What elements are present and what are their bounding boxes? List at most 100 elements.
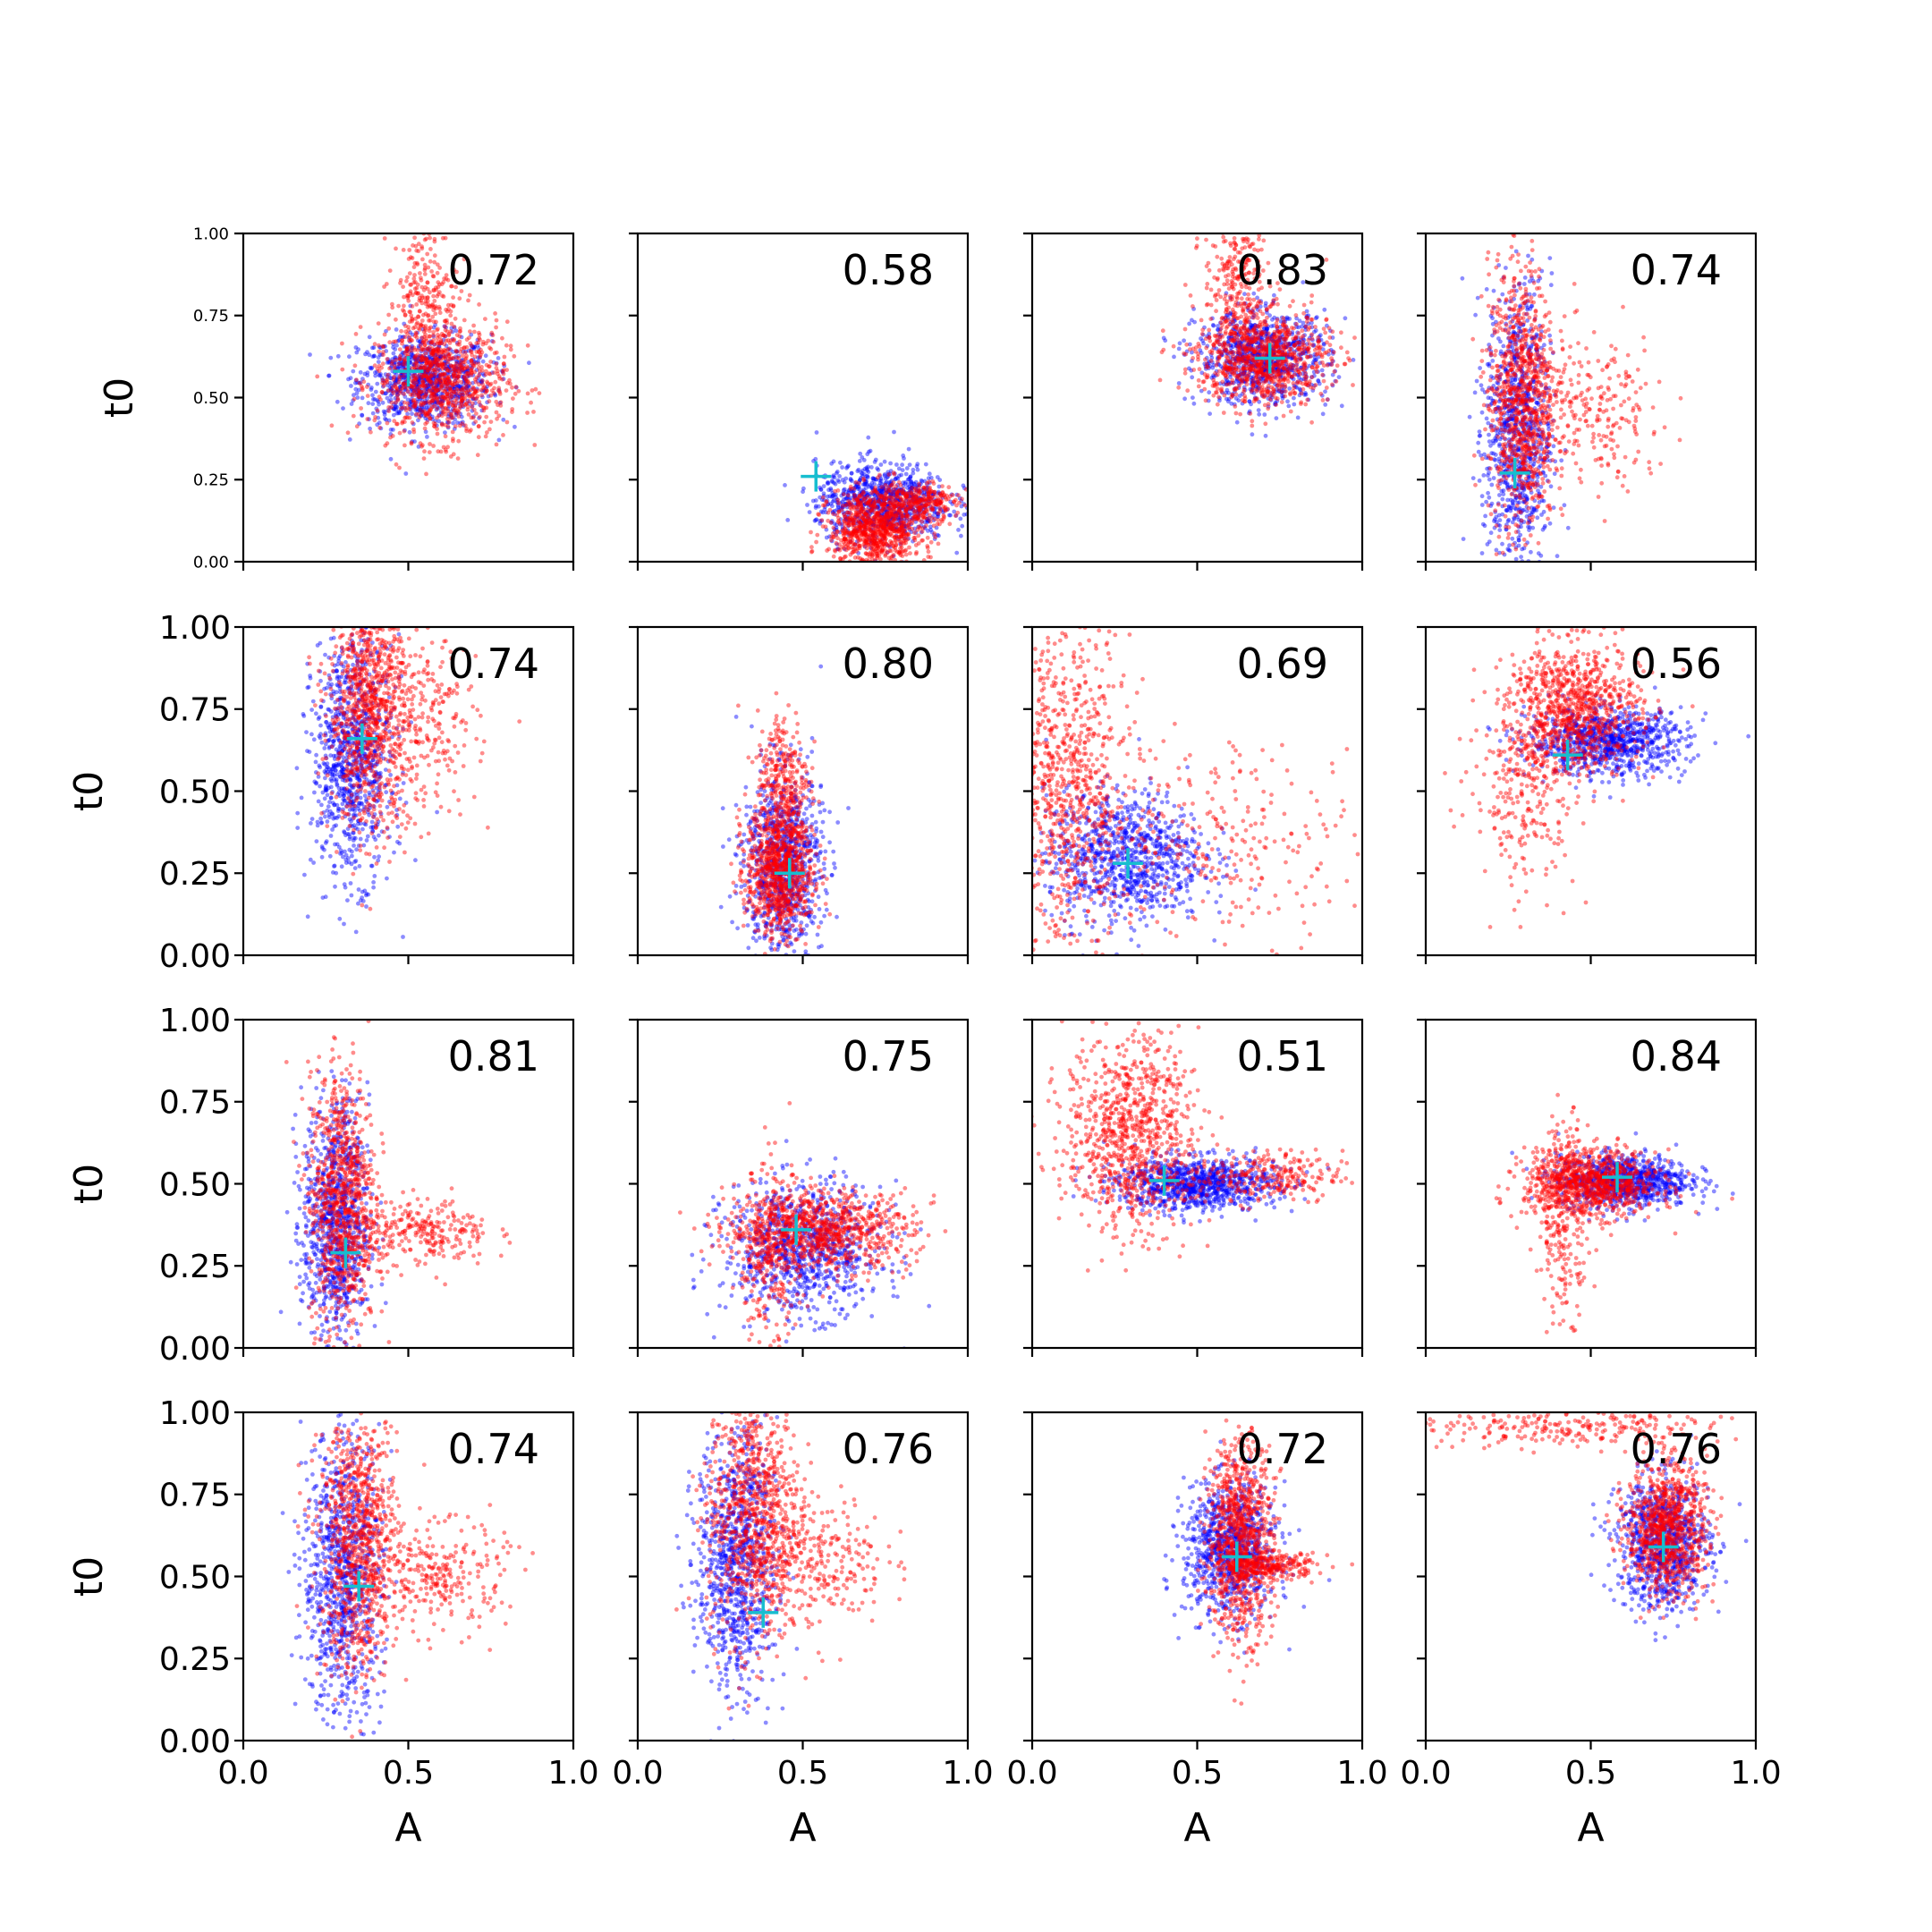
y-tick-label: 0.50: [193, 389, 229, 408]
red-series-point: [454, 333, 460, 337]
red-series-point: [428, 373, 434, 378]
blue-series-point: [882, 472, 887, 477]
blue-series-point: [354, 350, 360, 355]
red-series-tail-point: [427, 318, 431, 323]
blue-series-point: [428, 376, 433, 381]
blue-series-point: [843, 517, 848, 521]
red-series-point: [857, 544, 862, 549]
red-series-point: [411, 379, 416, 385]
red-series-point: [443, 434, 448, 439]
red-series-tail-point: [451, 364, 456, 369]
red-series-point: [427, 399, 431, 404]
red-series-point: [465, 378, 470, 384]
blue-series-point: [911, 495, 916, 500]
blue-series-point: [459, 360, 463, 366]
blue-series-point: [925, 520, 930, 525]
red-series-point: [435, 341, 440, 346]
blue-series-point: [388, 394, 394, 398]
red-series-point: [491, 391, 496, 395]
red-series-point: [438, 352, 444, 357]
blue-series-point: [472, 344, 477, 349]
red-series-point: [474, 350, 479, 354]
red-series-point: [525, 411, 530, 415]
blue-series-point: [452, 384, 457, 389]
blue-series-point: [857, 459, 862, 463]
red-series-tail-point: [398, 277, 403, 283]
blue-series-point: [911, 498, 916, 503]
red-series-point: [405, 405, 410, 411]
red-series-point: [390, 359, 395, 364]
blue-series-point: [862, 479, 868, 484]
red-series-point: [422, 343, 428, 347]
blue-series-point: [831, 473, 836, 478]
blue-series-point: [924, 517, 929, 521]
blue-series-point: [437, 354, 443, 360]
blue-series-point: [445, 381, 450, 386]
red-series-tail-point: [427, 361, 431, 367]
blue-series-point: [351, 369, 356, 374]
red-series-tail-point: [406, 325, 411, 329]
blue-series-point: [889, 494, 894, 499]
red-series-point: [410, 393, 415, 397]
blue-series-point: [399, 352, 403, 358]
red-series-point: [394, 462, 399, 467]
red-series-point: [863, 551, 869, 555]
red-series-point: [432, 367, 437, 372]
blue-series-point: [886, 485, 891, 490]
red-series-tail-point: [904, 494, 910, 498]
red-series-point: [484, 362, 489, 368]
red-series-point: [443, 372, 447, 377]
red-series-point: [472, 360, 478, 366]
red-series-point: [462, 396, 468, 402]
blue-series-point: [888, 461, 893, 466]
blue-series-point: [439, 341, 445, 346]
blue-series-point: [1314, 315, 1319, 319]
red-series-tail-point: [425, 295, 430, 301]
red-series-point: [394, 421, 400, 427]
blue-series-point: [417, 394, 422, 400]
red-series-point: [441, 380, 445, 386]
blue-series-point: [454, 360, 460, 364]
blue-series-point: [418, 407, 423, 412]
blue-series-point: [881, 506, 886, 511]
red-series-tail-point: [423, 351, 428, 356]
red-series-point: [487, 399, 492, 404]
blue-series-point: [480, 371, 486, 377]
blue-series-point: [1274, 416, 1279, 420]
blue-series-point: [375, 422, 380, 428]
blue-series-point: [870, 504, 876, 510]
red-series-point: [444, 382, 449, 387]
red-series-tail-point: [402, 303, 406, 309]
red-series-point: [473, 390, 479, 394]
blue-series-point: [869, 509, 874, 514]
red-series-point: [433, 372, 437, 377]
blue-series-point: [407, 401, 412, 406]
red-series-point: [496, 374, 502, 379]
red-series-point: [436, 413, 442, 419]
blue-series-point: [386, 357, 391, 361]
red-series-tail-point: [909, 492, 914, 497]
red-series-point: [470, 393, 475, 397]
blue-series-point: [853, 496, 858, 500]
blue-series-point: [391, 342, 395, 346]
red-series-point: [423, 421, 428, 427]
red-series-point: [445, 368, 450, 373]
red-series-point: [419, 335, 425, 340]
blue-series-point: [513, 385, 519, 390]
red-series-tail-point: [411, 265, 417, 269]
red-series-point: [423, 393, 428, 398]
blue-series-point: [883, 507, 887, 512]
red-series-tail-point: [417, 355, 421, 360]
red-series-tail-point: [435, 293, 440, 299]
blue-series-point: [483, 389, 488, 394]
red-series-tail-point: [937, 491, 942, 496]
blue-series-point: [401, 361, 406, 367]
blue-series-point: [830, 491, 835, 496]
red-series-tail-point: [408, 309, 413, 315]
blue-series-point: [909, 521, 913, 527]
red-series-tail-point: [405, 293, 411, 298]
red-series-point: [429, 339, 435, 344]
blue-series-point: [355, 395, 360, 400]
blue-series-point: [429, 401, 435, 406]
blue-series-point: [396, 411, 401, 416]
